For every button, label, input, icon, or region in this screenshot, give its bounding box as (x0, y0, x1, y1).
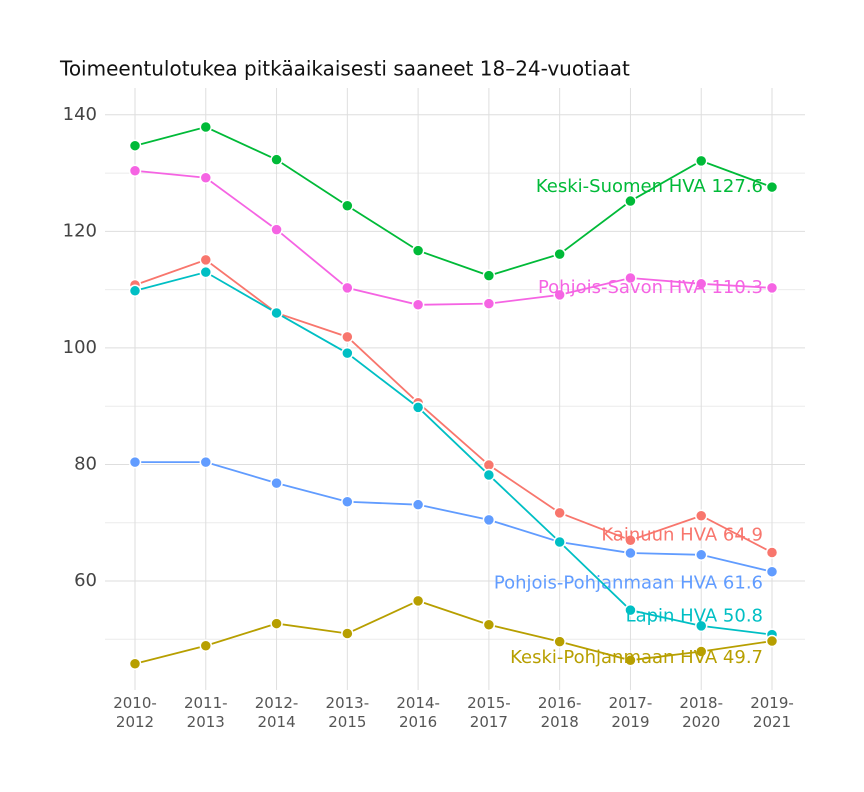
y-tick-label: 100 (63, 337, 97, 358)
data-point (341, 627, 354, 640)
data-point (270, 223, 283, 236)
data-point (624, 654, 637, 667)
data-point (765, 634, 779, 648)
x-tick-label: 2017-2019 (608, 694, 653, 731)
x-tick-label: 2015-2017 (467, 694, 511, 731)
data-point (553, 247, 566, 261)
data-point (411, 401, 425, 414)
data-point (553, 506, 566, 520)
x-tick-label: 2010-2012 (113, 694, 157, 731)
data-point (128, 284, 142, 298)
data-point (553, 288, 566, 302)
data-point (270, 476, 283, 490)
data-point (765, 565, 779, 578)
data-point (694, 509, 708, 523)
x-tick-label: 2014-2016 (396, 694, 440, 731)
data-point (765, 546, 779, 559)
series-line (135, 461, 773, 573)
data-point (694, 548, 708, 562)
data-point (199, 171, 213, 184)
series-label: Pohjois-Pohjanmaan HVA 61.6 (494, 573, 763, 594)
data-point (128, 139, 142, 152)
data-point (482, 618, 496, 631)
data-point (624, 194, 637, 208)
data-point (341, 330, 354, 344)
data-point (553, 635, 566, 648)
series-label: Pohjois-Savon HVA 110.3 (538, 277, 763, 298)
x-tick-label: 2011-2013 (183, 694, 228, 731)
y-tick-label: 120 (63, 220, 97, 241)
data-point (199, 265, 213, 279)
data-point (482, 269, 496, 282)
data-point (411, 244, 425, 257)
series-line (134, 258, 773, 554)
data-point (270, 306, 283, 320)
series-label: Keski-Pohjanmaan HVA 49.7 (510, 647, 763, 668)
series-label: Keski-Suomen HVA 127.6 (536, 176, 763, 197)
data-point (270, 617, 283, 630)
x-tick-label: 2019-2021 (750, 694, 794, 731)
data-point (199, 120, 213, 134)
data-point (482, 513, 496, 527)
data-point (128, 455, 142, 469)
series-line (134, 126, 773, 277)
data-point (553, 535, 566, 549)
data-point (482, 297, 496, 310)
data-point (411, 298, 425, 312)
data-point (128, 657, 142, 671)
y-tick-label: 80 (74, 453, 97, 474)
series-line (134, 169, 773, 306)
data-point (694, 154, 708, 168)
data-point (694, 277, 708, 291)
series-label: Lapin HVA 50.8 (626, 606, 763, 627)
x-tick-label: 2013-2015 (325, 694, 370, 731)
data-point (694, 645, 708, 658)
data-point (199, 253, 213, 267)
y-tick-label: 60 (74, 570, 97, 591)
data-point (694, 619, 708, 633)
data-point (341, 495, 354, 509)
data-point (411, 498, 425, 511)
data-point (341, 199, 354, 212)
data-point (199, 455, 213, 469)
data-point (765, 281, 779, 295)
data-point (624, 546, 637, 560)
series-label: Kainuun HVA 64.9 (601, 524, 763, 545)
x-tick-label: 2012-2014 (254, 694, 299, 731)
series-line (134, 599, 773, 665)
data-point (482, 468, 496, 482)
x-tick-label: 2016-2018 (537, 694, 582, 731)
data-point (624, 271, 637, 285)
data-point (765, 180, 779, 194)
data-point (270, 153, 283, 166)
y-tick-label: 140 (63, 104, 97, 125)
chart-title: Toimeentulotukea pitkäaikaisesti saaneet… (59, 57, 630, 81)
data-point (341, 281, 354, 295)
data-point (128, 164, 142, 178)
data-point (624, 603, 637, 617)
x-tick-label: 2018-2020 (679, 694, 724, 731)
data-point (341, 346, 354, 360)
data-point (199, 639, 213, 652)
data-point (411, 594, 425, 608)
data-point (624, 533, 637, 547)
series-line (134, 271, 773, 636)
